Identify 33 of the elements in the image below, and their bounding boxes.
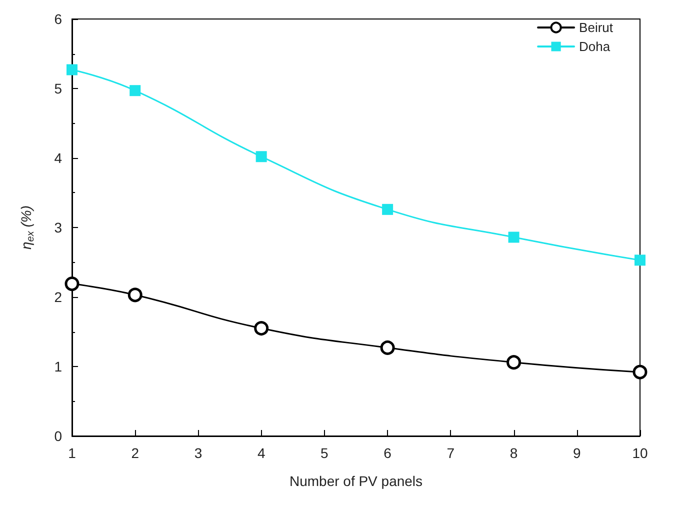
x-tick-label: 1	[68, 445, 76, 461]
legend-label: Doha	[579, 39, 611, 54]
point	[256, 151, 267, 162]
y-axis-title: ηex (%)	[18, 205, 36, 250]
point	[66, 64, 78, 76]
point	[506, 355, 522, 370]
point	[64, 276, 80, 292]
x-tick-label: 4	[257, 445, 266, 461]
point	[632, 364, 648, 380]
y-tick-label: 2	[54, 289, 62, 305]
x-tick-label: 7	[446, 445, 455, 461]
x-tick-label: 10	[632, 445, 648, 461]
x-axis-title: Number of PV panels	[289, 473, 423, 489]
x-tick-label: 3	[194, 445, 202, 461]
x-tick-label: 6	[384, 445, 392, 461]
y-tick-label: 5	[54, 80, 62, 96]
legend-label: Beirut	[579, 20, 614, 35]
point	[130, 85, 141, 96]
point	[508, 232, 520, 243]
x-tick-label: 2	[131, 445, 140, 461]
y-tick-label: 3	[54, 220, 62, 236]
x-tick-label: 5	[320, 445, 329, 461]
point	[254, 321, 269, 336]
x-tick-label: 9	[572, 445, 581, 461]
y-tick-label: 0	[54, 428, 62, 444]
point	[634, 254, 646, 266]
y-tick-label: 1	[54, 358, 62, 374]
y-tick-label: 6	[54, 11, 62, 27]
point	[128, 288, 142, 302]
point	[382, 204, 394, 215]
point	[380, 340, 395, 355]
x-tick-label: 8	[510, 445, 518, 461]
y-tick-label: 4	[54, 150, 62, 166]
